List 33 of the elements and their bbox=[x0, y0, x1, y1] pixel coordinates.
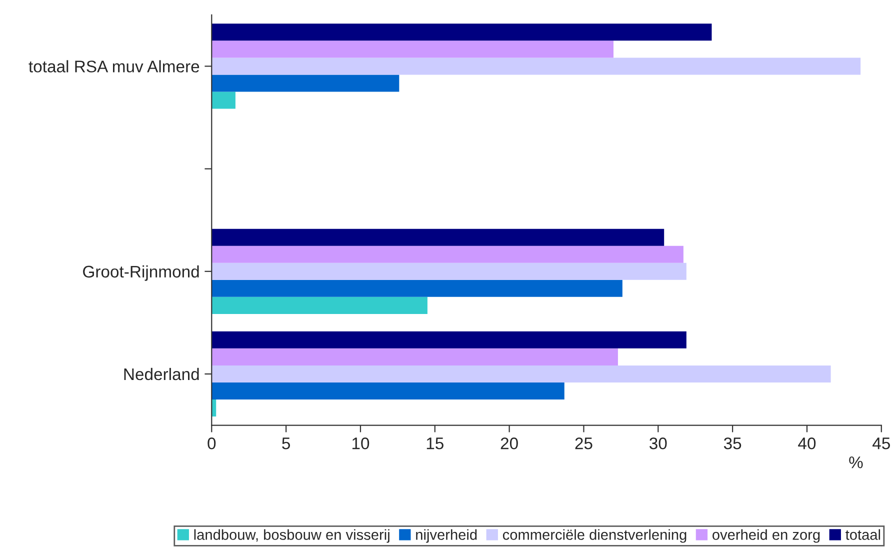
bar bbox=[212, 382, 564, 400]
bar bbox=[212, 262, 686, 280]
x-tick-label: 35 bbox=[724, 438, 742, 450]
bar bbox=[212, 331, 686, 348]
x-axis-title: % bbox=[849, 456, 863, 468]
bar bbox=[212, 40, 614, 58]
bar bbox=[212, 246, 684, 263]
y-tick-label: Groot-Rijnmond bbox=[83, 265, 199, 281]
y-tick-label: totaal RSA muv Almere bbox=[28, 60, 200, 72]
legend-label: overheid en zorg bbox=[712, 529, 820, 543]
x-tick-label: 40 bbox=[798, 438, 816, 450]
bar bbox=[212, 92, 236, 109]
bar bbox=[212, 296, 428, 314]
bar bbox=[212, 348, 618, 366]
bar bbox=[212, 280, 622, 297]
y-tick-label: Nederland bbox=[124, 368, 199, 380]
bar bbox=[212, 24, 712, 41]
x-tick-label: 5 bbox=[282, 438, 290, 450]
legend-label: totaal bbox=[846, 529, 880, 540]
legend-label: commerciële dienstverlening bbox=[502, 529, 686, 543]
bar bbox=[212, 228, 664, 246]
x-tick-label: 30 bbox=[650, 438, 667, 450]
x-tick-label: 10 bbox=[352, 438, 370, 450]
legend-label: landbouw, bosbouw en visserij bbox=[194, 529, 390, 543]
x-tick-label: 0 bbox=[208, 438, 216, 450]
x-tick-label: 45 bbox=[872, 438, 890, 450]
x-tick-label: 25 bbox=[575, 438, 592, 450]
x-tick-label: 20 bbox=[500, 438, 518, 450]
bar bbox=[212, 58, 861, 75]
legend-label: nijverheid bbox=[416, 529, 477, 543]
x-tick-label: 15 bbox=[426, 438, 444, 450]
bar bbox=[212, 74, 400, 92]
bar bbox=[212, 365, 831, 382]
